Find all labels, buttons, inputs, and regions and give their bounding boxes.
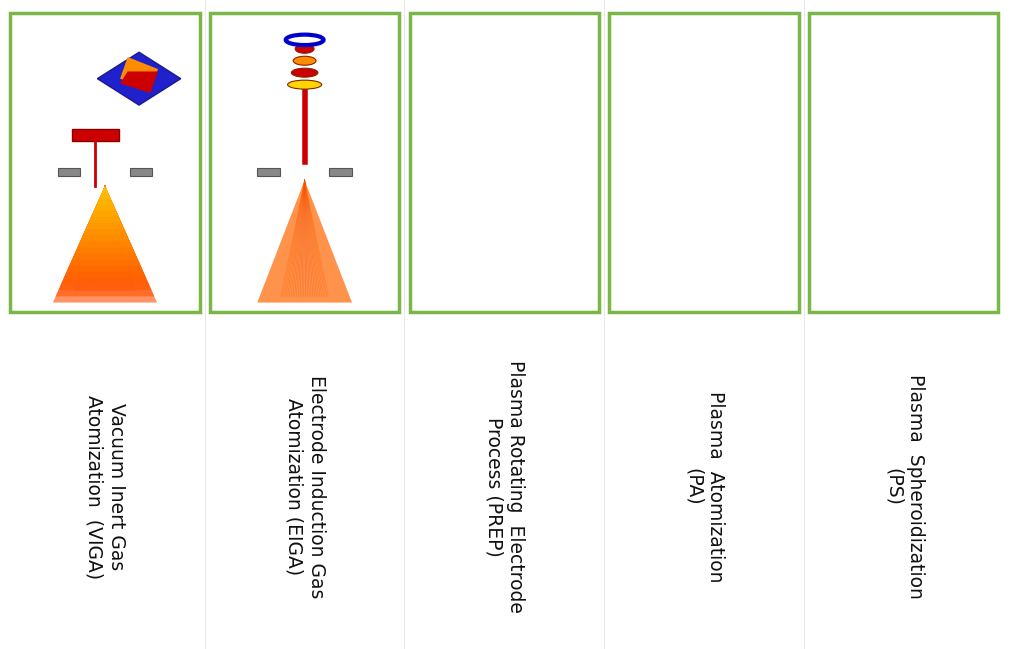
Text: Vacuum Inert Gas
Atomization  (VIGA): Vacuum Inert Gas Atomization (VIGA)	[85, 395, 126, 579]
Ellipse shape	[288, 80, 322, 89]
Bar	[412, 14, 597, 310]
Text: Plasma  Atomization
(PA): Plasma Atomization (PA)	[684, 391, 725, 583]
Polygon shape	[99, 186, 111, 199]
Polygon shape	[78, 186, 132, 247]
FancyBboxPatch shape	[410, 13, 599, 312]
FancyBboxPatch shape	[609, 13, 799, 312]
Bar	[611, 14, 797, 310]
Polygon shape	[63, 186, 146, 278]
Polygon shape	[55, 186, 155, 297]
Polygon shape	[58, 186, 152, 290]
Polygon shape	[53, 186, 157, 302]
Polygon shape	[72, 186, 138, 260]
Polygon shape	[86, 186, 124, 229]
Polygon shape	[96, 186, 114, 204]
Polygon shape	[120, 71, 158, 93]
Polygon shape	[80, 186, 130, 241]
Bar	[257, 168, 280, 176]
Polygon shape	[61, 186, 148, 284]
Polygon shape	[120, 57, 158, 91]
Bar	[330, 168, 352, 176]
Polygon shape	[88, 186, 122, 223]
Text: Plasma Rotating  Electrode
Process (PREP): Plasma Rotating Electrode Process (PREP)	[484, 360, 525, 613]
Polygon shape	[97, 53, 180, 105]
FancyBboxPatch shape	[210, 13, 399, 312]
Bar	[72, 129, 119, 141]
Polygon shape	[102, 186, 108, 192]
Bar	[130, 168, 153, 176]
Polygon shape	[257, 180, 352, 302]
Polygon shape	[94, 186, 116, 211]
Text: Electrode Induction Gas
Atomization (EIGA): Electrode Induction Gas Atomization (EIG…	[285, 375, 326, 598]
Polygon shape	[75, 186, 135, 254]
Text: Plasma  Spheroidization
(PS): Plasma Spheroidization (PS)	[884, 374, 925, 599]
Bar	[57, 168, 80, 176]
FancyBboxPatch shape	[809, 13, 998, 312]
Polygon shape	[91, 186, 119, 217]
Polygon shape	[70, 186, 140, 266]
Ellipse shape	[295, 44, 314, 53]
FancyBboxPatch shape	[10, 13, 200, 312]
Ellipse shape	[292, 68, 317, 77]
Ellipse shape	[293, 56, 316, 66]
Polygon shape	[67, 186, 143, 272]
Polygon shape	[83, 186, 127, 235]
Bar	[811, 14, 996, 310]
